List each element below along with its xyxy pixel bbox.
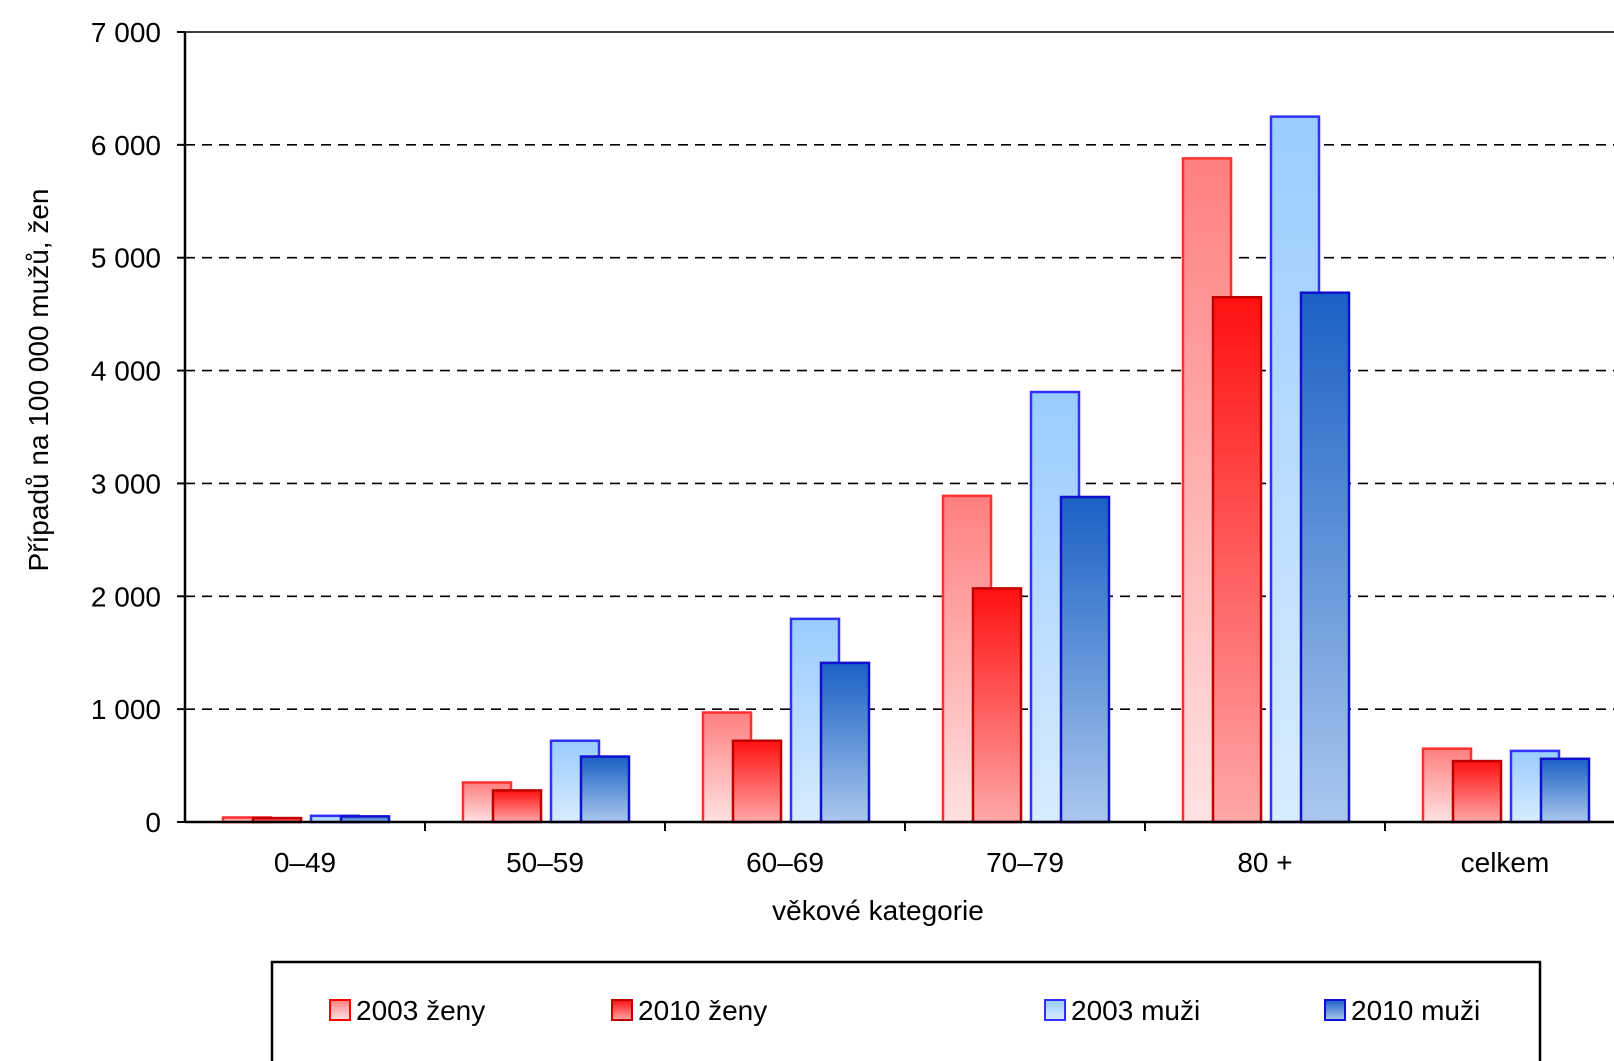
bar-4-2 — [579, 755, 631, 824]
gridlines — [185, 31, 1614, 710]
legend: 2003 ženy 2010 ženy 2003 muži 2010 muži — [270, 960, 1542, 1061]
bar-2-3 — [731, 739, 783, 824]
bar-2-4 — [971, 587, 1023, 824]
y-tick-label: 1 000 — [91, 694, 161, 725]
legend-swatch — [1044, 999, 1066, 1021]
x-tick-label: 70–79 — [986, 847, 1064, 878]
bar-4-3 — [819, 661, 871, 824]
x-tick-label: 60–69 — [746, 847, 824, 878]
legend-swatch — [611, 999, 633, 1021]
y-tick-label: 6 000 — [91, 130, 161, 161]
bar-4-5 — [1299, 291, 1351, 824]
y-tick-label: 2 000 — [91, 581, 161, 612]
x-tick-label: 50–59 — [506, 847, 584, 878]
bar-2-2 — [491, 789, 543, 824]
x-tick-label: 0–49 — [274, 847, 336, 878]
x-tick-label: 80 + — [1237, 847, 1292, 878]
legend-label: 2010 muži — [1351, 995, 1480, 1026]
legend-swatch — [329, 999, 351, 1021]
legend-swatch — [1324, 999, 1346, 1021]
x-tick-labels: 0–49 50–59 60–69 70–79 80 + celkem — [274, 847, 1550, 878]
bar-2-5 — [1211, 295, 1263, 824]
bar-2-6 — [1451, 759, 1503, 824]
y-tick-label: 0 — [145, 807, 161, 838]
y-tick-label: 3 000 — [91, 468, 161, 499]
y-axis-title: Případů na 100 000 mužů, žen — [23, 189, 54, 572]
bar-4-4 — [1059, 495, 1111, 824]
legend-label: 2003 muži — [1071, 995, 1200, 1026]
axes — [177, 31, 1614, 831]
y-tick-label: 7 000 — [91, 17, 161, 48]
y-tick-labels: 0 1 000 2 000 3 000 4 000 5 000 6 000 7 000 — [91, 17, 161, 838]
legend-label: 2010 ženy — [638, 995, 767, 1026]
y-tick-label: 4 000 — [91, 356, 161, 387]
legend-label: 2003 ženy — [356, 995, 485, 1026]
y-tick-label: 5 000 — [91, 243, 161, 274]
x-tick-label: celkem — [1461, 847, 1550, 878]
bars — [221, 115, 1591, 824]
bar-4-6 — [1539, 757, 1591, 824]
x-axis-title: věkové kategorie — [772, 895, 984, 926]
